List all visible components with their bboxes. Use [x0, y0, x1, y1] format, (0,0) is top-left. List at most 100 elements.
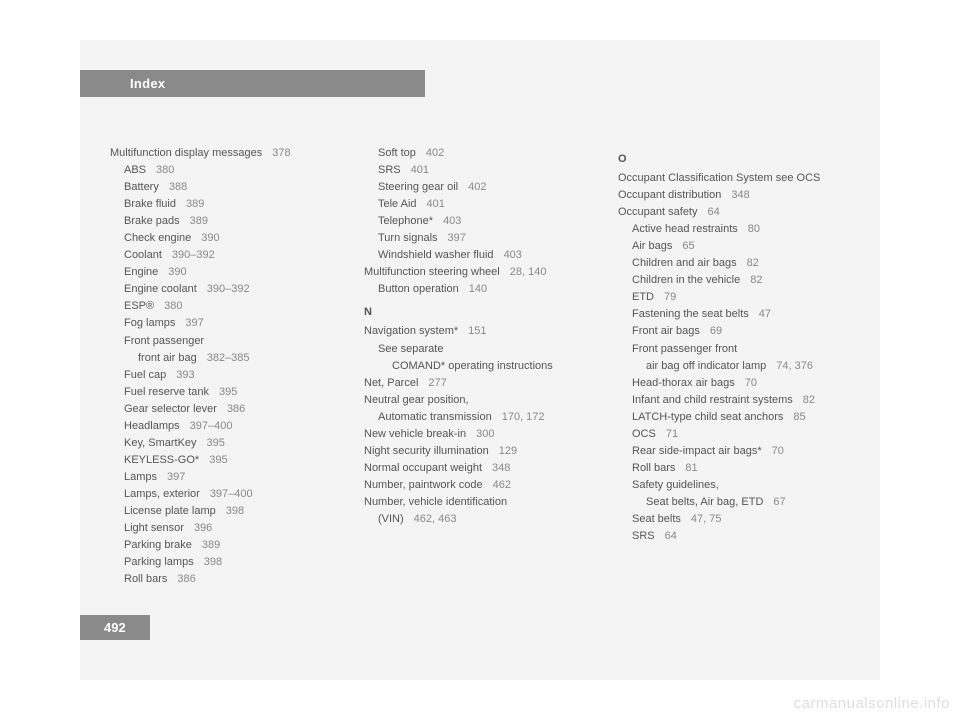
- index-page: 300: [476, 428, 494, 440]
- index-page: 378: [272, 147, 290, 159]
- index-entry: Seat belts47, 75: [618, 511, 850, 528]
- index-entry: Air bags65: [618, 238, 850, 255]
- index-term: Occupant safety: [618, 206, 698, 218]
- index-page: 129: [499, 445, 517, 457]
- index-term: COMAND* operating instructions: [392, 360, 553, 372]
- index-entry: Check engine390: [110, 230, 342, 247]
- index-term: Fuel reserve tank: [124, 386, 209, 398]
- index-page: 386: [177, 573, 195, 585]
- index-term: Head-thorax air bags: [632, 377, 735, 389]
- index-page: 390–392: [207, 283, 250, 295]
- index-page: 69: [710, 325, 722, 337]
- index-term: Check engine: [124, 232, 191, 244]
- index-page: 151: [468, 325, 486, 337]
- index-col-1: Multifunction display messages378ABS380B…: [110, 145, 342, 588]
- index-entry: Children in the vehicle 82: [618, 272, 850, 289]
- index-page: 403: [443, 215, 461, 227]
- index-term: Engine: [124, 266, 158, 278]
- index-term: Navigation system*: [364, 325, 458, 337]
- index-term: SRS: [378, 164, 401, 176]
- index-term: KEYLESS-GO*: [124, 454, 199, 466]
- index-entry: Active head restraints80: [618, 221, 850, 238]
- index-page: 398: [204, 556, 222, 568]
- index-term: OCS: [632, 428, 656, 440]
- index-page: 70: [745, 377, 757, 389]
- index-entry: Navigation system* 151: [364, 323, 596, 340]
- index-page: 395: [207, 437, 225, 449]
- index-term: Headlamps: [124, 420, 180, 432]
- index-page: 389: [186, 198, 204, 210]
- index-term: Children and air bags: [632, 257, 737, 269]
- index-entry: License plate lamp398: [110, 503, 342, 520]
- index-page: 388: [169, 181, 187, 193]
- index-term: Normal occupant weight: [364, 462, 482, 474]
- index-entry: COMAND* operating instructions: [364, 358, 596, 375]
- index-term: LATCH-type child seat anchors: [632, 411, 783, 423]
- index-entry: Multifunction steering wheel28, 140: [364, 264, 596, 281]
- index-page: 397: [185, 317, 203, 329]
- index-page: 82: [750, 274, 762, 286]
- index-entry: Front passenger front: [618, 341, 850, 358]
- index-term: See separate: [378, 343, 443, 355]
- index-columns: Multifunction display messages378ABS380B…: [110, 145, 850, 588]
- index-term: Roll bars: [124, 573, 167, 585]
- index-entry: Children and air bags 82: [618, 255, 850, 272]
- index-page: 402: [468, 181, 486, 193]
- index-term: Parking brake: [124, 539, 192, 551]
- index-term: Night security illumination: [364, 445, 489, 457]
- index-entry: Fog lamps 397: [110, 315, 342, 332]
- index-entry: Neutral gear position,: [364, 392, 596, 409]
- index-page: 397–400: [210, 488, 253, 500]
- index-page: 390–392: [172, 249, 215, 261]
- index-term: Children in the vehicle: [632, 274, 740, 286]
- index-entry: Fuel reserve tank395: [110, 384, 342, 401]
- index-page: 82: [747, 257, 759, 269]
- index-entry: Button operation140: [364, 281, 596, 298]
- index-term: Fog lamps: [124, 317, 175, 329]
- index-page: 389: [202, 539, 220, 551]
- index-entry: Head-thorax air bags 70: [618, 375, 850, 392]
- index-section-letter: O: [618, 151, 850, 168]
- index-term: Gear selector lever: [124, 403, 217, 415]
- index-entry: Lamps397: [110, 469, 342, 486]
- index-page: 79: [664, 291, 676, 303]
- index-entry: Steering gear oil402: [364, 179, 596, 196]
- index-term: Roll bars: [632, 462, 675, 474]
- index-term: License plate lamp: [124, 505, 216, 517]
- index-term: Number, vehicle identification: [364, 496, 507, 508]
- index-page: 64: [665, 530, 677, 542]
- index-term: Battery: [124, 181, 159, 193]
- index-page: 47: [759, 308, 771, 320]
- index-section-letter: N: [364, 304, 596, 321]
- index-entry: (VIN)462, 463: [364, 511, 596, 528]
- index-page: 403: [504, 249, 522, 261]
- index-entry: Brake fluid389: [110, 196, 342, 213]
- index-term: Brake pads: [124, 215, 180, 227]
- index-term: Number, paintwork code: [364, 479, 483, 491]
- index-term: Light sensor: [124, 522, 184, 534]
- index-entry: Engine390: [110, 264, 342, 281]
- index-page: 348: [492, 462, 510, 474]
- index-entry: Tele Aid401: [364, 196, 596, 213]
- index-entry: Number, paintwork code462: [364, 477, 596, 494]
- index-page: 380: [164, 300, 182, 312]
- index-entry: ETD79: [618, 289, 850, 306]
- index-term: Seat belts, Air bag, ETD: [646, 496, 763, 508]
- page-number: 492: [104, 620, 126, 635]
- index-page: 401: [411, 164, 429, 176]
- index-term: front air bag: [138, 352, 197, 364]
- index-page: 82: [803, 394, 815, 406]
- index-page: 28, 140: [510, 266, 547, 278]
- index-term: Occupant Classification System see OCS: [618, 172, 820, 184]
- index-term: Multifunction display messages: [110, 147, 262, 159]
- index-term: Lamps, exterior: [124, 488, 200, 500]
- index-page: 170, 172: [502, 411, 545, 423]
- index-page: 401: [427, 198, 445, 210]
- index-term: Active head restraints: [632, 223, 738, 235]
- index-page: 67: [773, 496, 785, 508]
- index-term: Seat belts: [632, 513, 681, 525]
- index-entry: Roll bars81: [618, 460, 850, 477]
- index-term: Occupant distribution: [618, 189, 721, 201]
- index-term: Air bags: [632, 240, 672, 252]
- index-page: 397: [448, 232, 466, 244]
